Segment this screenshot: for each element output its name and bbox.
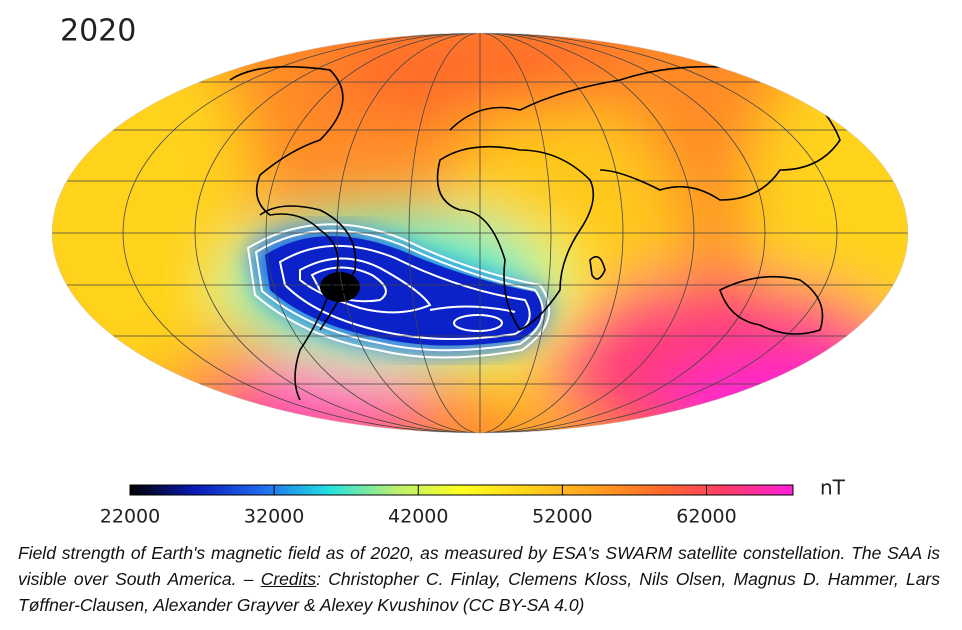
colorbar-ramp [129,484,794,496]
colorbar-tick-label: 22000 [100,506,160,528]
graticule [52,33,908,433]
map-title: 2020 [60,14,136,49]
figure: 2020 nT 22000 32000 42000 52000 62000 [51,14,909,528]
colorbar-unit: nT [820,476,846,500]
colorbar-tick-label: 42000 [388,506,448,528]
colorbar: nT 22000 32000 42000 52000 62000 [100,476,846,528]
coastlines [229,65,841,401]
contours [246,223,551,359]
credits-link[interactable]: Credits [260,569,317,589]
colorbar-tick-label: 62000 [676,506,736,528]
caption-text: Field strength of Earth's magnetic field… [18,543,940,589]
caption: Field strength of Earth's magnetic field… [18,540,940,618]
colorbar-tick-label: 32000 [244,506,304,528]
credits-text: : Christopher C. Finlay, Clemens Kloss, … [18,569,940,615]
field-map [52,33,908,433]
colorbar-tick-label: 52000 [532,506,592,528]
